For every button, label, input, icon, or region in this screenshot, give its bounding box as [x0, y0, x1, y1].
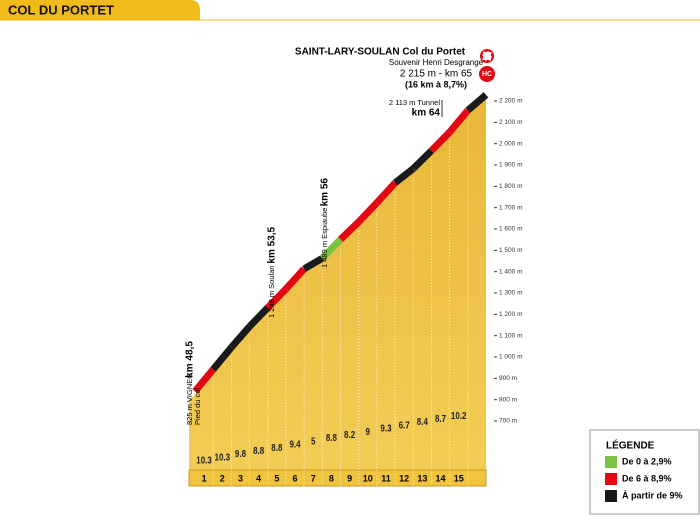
x-tick-label: 15 [454, 473, 464, 483]
profile-segment [356, 200, 380, 225]
y-tick-label: 2 000 m [499, 140, 523, 147]
gradient-label: 9.3 [380, 423, 391, 434]
finish-flag [482, 51, 492, 61]
annotation: 825 m VIGNEC Pied du col km 48,5 [185, 341, 202, 425]
x-tick-label: 2 [220, 473, 225, 483]
x-tick-label: 1 [202, 473, 207, 483]
gradient-label: 8.7 [435, 413, 446, 424]
legend-label: De 0 à 2,9% [622, 456, 672, 466]
annotation-place: 2 113 m Tunnel [389, 98, 440, 107]
y-tick-label: 1 100 m [499, 332, 523, 339]
y-tick-label: 1 300 m [499, 290, 523, 297]
x-tick-label: 4 [256, 473, 261, 483]
summit-subtitle: Souvenir Henri Desgrange [389, 58, 484, 67]
y-tick-label: 900 m [499, 375, 517, 382]
y-tick-label: 1 500 m [499, 247, 523, 254]
legend-title: LÉGENDE [606, 439, 655, 452]
gradient-label: 10.3 [215, 452, 231, 463]
base-strip [188, 469, 487, 487]
gradient-label: 8.8 [271, 442, 282, 453]
profile-segment [210, 345, 235, 372]
x-tick-label: 12 [399, 473, 409, 483]
annotation-km: km 56 [320, 178, 331, 207]
y-tick-label: 1 400 m [499, 268, 523, 275]
y-tick-label: 800 m [499, 396, 517, 403]
gradient-label: 8.8 [326, 432, 337, 443]
annotation-place: 1 248 m Soulan [267, 265, 276, 318]
y-tick-label: 1 900 m [499, 162, 523, 169]
y-tick-label: 1 200 m [499, 311, 523, 318]
profile-segment [428, 129, 453, 154]
gradient-label: 9 [366, 426, 370, 437]
profile-segment [465, 92, 489, 114]
profile-segment [410, 148, 434, 172]
category-icon [479, 66, 495, 82]
profile-segment [374, 180, 398, 206]
y-tick-label: 1 000 m [499, 354, 523, 361]
x-tick-label: 9 [347, 473, 352, 483]
annotation-km: km 64 [412, 108, 441, 119]
x-tick-label: 11 [381, 473, 391, 483]
profile-segment [319, 237, 344, 261]
y-tick-label: 1 700 m [499, 204, 523, 211]
y-tick-label: 2 100 m [499, 119, 523, 126]
gradient-label: 10.2 [451, 410, 467, 421]
x-tick-label: 3 [238, 473, 243, 483]
profile-segment [338, 219, 362, 242]
gradient-label: 8.4 [417, 416, 428, 427]
x-tick-label: 8 [329, 473, 334, 483]
gradient-label: 9.4 [289, 439, 300, 450]
gradient-label: 10.3 [196, 455, 212, 466]
x-tick-label: 6 [293, 473, 298, 483]
annotation-place: 825 m VIGNEC [185, 373, 194, 425]
profile-segment [302, 255, 325, 272]
gradient-label: 8.8 [253, 445, 264, 456]
x-tick-label: 14 [436, 473, 446, 483]
terrain [189, 97, 486, 479]
legend-swatch [605, 473, 617, 485]
category-label: HC [482, 71, 492, 78]
y-tick-label: 1 600 m [499, 226, 523, 233]
gradient-label: 5 [311, 436, 315, 447]
summit-name: SAINT-LARY-SOULAN Col du Portet [295, 47, 466, 58]
x-tick-label: 7 [311, 473, 316, 483]
profile-segment [228, 324, 253, 350]
x-tick-label: 5 [274, 473, 279, 483]
x-tick-label: 13 [417, 473, 427, 483]
legend-label: De 6 à 8,9% [622, 473, 672, 483]
y-tick-label: 2 200 m [499, 98, 523, 105]
annotation-note: Pied du col [193, 388, 202, 425]
header-tab [0, 0, 200, 20]
summit-climb: (16 km à 8,7%) [405, 79, 467, 89]
annotation: 1 248 m Soulan km 53,5 [267, 226, 278, 318]
annotation-km: km 53,5 [267, 226, 278, 263]
y-tick-label: 700 m [499, 418, 517, 425]
profile-segment [283, 266, 307, 292]
legend-swatch [605, 456, 617, 468]
gradient-label: 6.7 [399, 420, 410, 431]
legend-swatch [605, 490, 617, 502]
legend-label: À partir de 9% [622, 490, 683, 500]
annotation-place: 1 489 m Espiaube [320, 208, 329, 268]
summit-altitude: 2 215 m - km 65 [400, 69, 473, 80]
profile-segment [446, 108, 471, 135]
profile-segment [265, 286, 289, 311]
y-tick-label: 1 800 m [499, 183, 523, 190]
chart-title: COL DU PORTET [8, 2, 114, 17]
x-tick-label: 10 [363, 473, 373, 483]
profile-segment [392, 165, 416, 186]
gradient-label: 9.8 [235, 448, 246, 459]
profile-segment [247, 305, 271, 329]
profile-segment [192, 367, 216, 394]
annotation-km: km 48,5 [185, 341, 196, 378]
gradient-label: 8.2 [344, 429, 355, 440]
